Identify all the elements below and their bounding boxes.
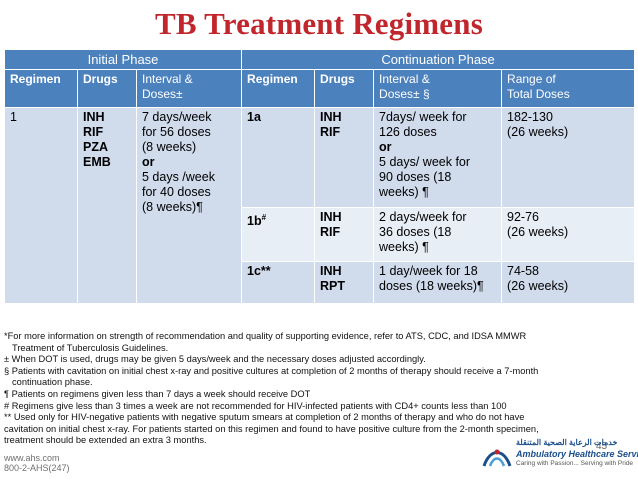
cell-line: 90 doses (18 [379,170,452,184]
cont-drugs-1a: INH RIF [314,107,375,208]
footnote-line: # Regimens give less than 3 times a week… [4,400,507,411]
logo-arabic-text: خدمات الرعاية الصحية المتنقلة [516,438,618,447]
cell-line: or [142,155,155,169]
regimen-superscript: # [261,213,267,222]
cell-line: INH [320,264,342,278]
regimen-table: Initial Phase Continuation Phase Regimen… [3,49,636,304]
regimen-label: 1c** [247,264,271,278]
regimen-label: 1b [247,214,262,229]
cell-line: INH [320,110,342,124]
cell-line: 7 days/week [142,110,212,124]
footer-phone: 800-2-AHS(247) [4,463,70,473]
cell-line: (26 weeks) [507,225,569,239]
footnote-line: ** Used only for HIV-negative patients w… [4,412,525,423]
cont-interval-1a: 7days/ week for 126 doses or 5 days/ week f… [373,107,503,208]
cell-line: 182-130 [507,110,553,124]
regimen-label: 1a [247,110,261,124]
footnote-line: continuation phase. [12,377,93,388]
cont-range-1b: 92-76 (26 weeks) [501,207,636,262]
cell-line: (26 weeks) [507,125,569,139]
cell-line: (8 weeks)¶ [142,200,203,214]
cont-drugs-1c: INH RPT [314,261,375,304]
cont-range-1c: 74-58 (26 weeks) [501,261,636,304]
cell-line: PZA [83,140,108,154]
cell-line: 74-58 [507,264,540,278]
initial-interval-cell: 7 days/week for 56 doses (8 weeks) or 5 days… [135,107,243,304]
cont-interval-1c: 1 day/week for 18 doses (18 weeks)¶ [373,261,503,304]
footer-website[interactable]: www.ahs.com [4,453,60,463]
cont-regimen-1c: 1c** [241,261,316,304]
footnote-line: ± When DOT is used, drugs may be given 5… [4,354,426,365]
page-number: 45 [596,441,608,452]
col-header-interval-cont: Interval & Doses± § [373,69,503,108]
col-header-drugs-cont: Drugs [314,69,375,108]
ahs-logo: خدمات الرعاية الصحية المتنقلة Ambulatory… [482,436,638,476]
cell-line: or [379,140,392,154]
cell-line: 92-76 [507,210,540,224]
slide-title: TB Treatment Regimens [155,6,483,41]
cell-line: INH [320,210,342,224]
cell-line: RPT [320,279,346,293]
cell-line: doses (18 weeks)¶ [379,279,484,293]
footnote-line: treatment should be extended an extra 3 … [4,435,207,446]
cell-line: RIF [320,125,341,139]
cell-line: (26 weeks) [507,279,569,293]
footnotes: *For more information on strength of rec… [4,331,634,447]
footnote-line: *For more information on strength of rec… [4,331,527,341]
continuation-phase-header: Continuation Phase [241,49,636,70]
footnote-line: Treatment of Tuberculosis Guidelines. [12,342,169,353]
col-header-drugs: Drugs [77,69,137,108]
cell-line: EMB [83,155,111,169]
col-header-range: Range of Total Doses [501,69,636,108]
footnote-line: ¶ Patients on regimens given less than 7… [4,388,311,399]
cont-regimen-1a: 1a [241,107,316,208]
cell-line: 7days/ week for [379,110,467,124]
cell-line: 2 days/week for [379,210,467,224]
cell-line: RIF [320,225,341,239]
col-header-interval-initial: Interval & Doses± [135,69,243,108]
cell-line: 5 days/ week for [379,155,471,169]
initial-drugs-cell: INH RIF PZA EMB [77,107,137,304]
logo-name: Ambulatory Healthcare Services [516,449,638,459]
col-header-regimen: Regimen [4,69,78,108]
cell-line: (8 weeks) [142,140,197,154]
cell-line: for 56 doses [142,125,211,139]
cont-drugs-1b: INH RIF [314,207,375,262]
footnote-line: § Patients with cavitation on initial ch… [4,365,539,376]
cell-line: weeks) ¶ [379,240,429,254]
initial-phase-header: Initial Phase [3,49,243,70]
col-header-regimen-cont: Regimen [241,69,316,108]
footer-contact: www.ahs.com 800-2-AHS(247) [4,453,70,473]
cell-line: RIF [83,125,104,139]
logo-tagline: Caring with Passion... Serving with Prid… [516,460,634,467]
initial-regimen-cell: 1 [4,107,78,304]
cell-line: 36 doses (18 [379,225,452,239]
cell-line: for 40 doses [142,185,211,199]
cont-range-1a: 182-130 (26 weeks) [501,107,636,208]
cont-regimen-1b: 1b# [241,207,316,262]
cell-line: 5 days /week [142,170,215,184]
cell-line: 126 doses [379,125,437,139]
cell-line: 1 day/week for 18 [379,264,478,278]
cell-line: INH [83,110,105,124]
ahs-logo-icon [482,449,512,467]
cell-line: weeks) ¶ [379,185,429,199]
footnote-line: cavitation on initial chest x-ray. For p… [4,423,539,434]
cont-interval-1b: 2 days/week for 36 doses (18 weeks) ¶ [373,207,503,262]
